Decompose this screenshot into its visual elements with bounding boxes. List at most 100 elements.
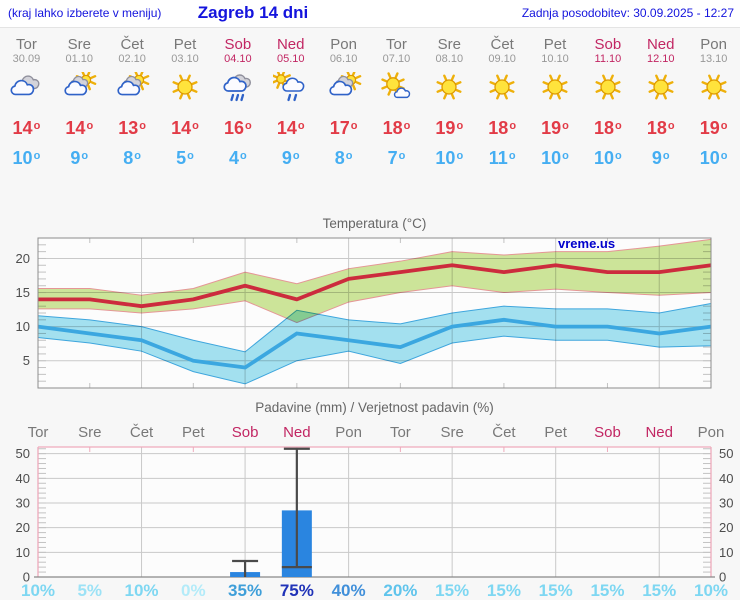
day-column[interactable]: Sob 04.10 16o 4o [211, 36, 264, 200]
sun-icon [687, 72, 740, 106]
sun-icon [423, 72, 476, 106]
high-temperature: 14o [276, 118, 305, 138]
low-temperature: 4o [228, 148, 247, 168]
svg-text:Tor: Tor [28, 424, 49, 441]
precipitation-chart: 0 0 10 10 20 20 30 30 40 40 50 50 Tor Sre Čet Pet Sob Ned… [16, 400, 734, 600]
svg-text:Čet: Čet [130, 424, 154, 441]
day-column[interactable]: Pet 03.10 14o 5o [159, 36, 212, 200]
svg-text:35%: 35% [228, 581, 262, 600]
day-date: 08.10 [435, 53, 464, 65]
day-date: 05.10 [276, 53, 305, 65]
degree-symbol: o [33, 120, 41, 132]
svg-text:Pet: Pet [544, 424, 567, 441]
day-column[interactable]: Sre 01.10 14o 9o [53, 36, 106, 200]
header: (kraj lahko izberete v meniju) Zagreb 14… [0, 0, 740, 28]
day-name: Sre [437, 36, 461, 53]
degree-symbol: o [667, 120, 675, 132]
high-temperature: 19o [435, 118, 464, 138]
degree-symbol: o [398, 150, 406, 162]
day-column[interactable]: Čet 02.10 13o 8o [106, 36, 159, 200]
day-date: 12.10 [646, 53, 675, 65]
svg-text:Tor: Tor [390, 424, 411, 441]
day-column[interactable]: Tor 07.10 18o 7o [370, 36, 423, 200]
low-temperature: 9o [651, 148, 670, 168]
high-temperature: 17o [329, 118, 358, 138]
svg-text:40: 40 [719, 471, 733, 486]
precip-probability-labels: 10% 5% 10% 0% 35% 75% 40% 20% 15% 15% 15% 15% 15% 10% [21, 581, 728, 600]
sun-icon [476, 72, 529, 106]
day-column[interactable]: Pon 06.10 17o 8o [317, 36, 370, 200]
day-name: Tor [16, 36, 37, 53]
degree-symbol: o [615, 150, 622, 162]
degree-symbol: o [720, 150, 728, 162]
day-date: 04.10 [224, 53, 252, 65]
day-name: Ned [646, 36, 675, 53]
day-name: Sob [224, 36, 252, 53]
svg-text:Sre: Sre [440, 424, 463, 441]
sun-icon [581, 72, 634, 106]
svg-text:15%: 15% [642, 581, 676, 600]
degree-symbol: o [134, 150, 142, 162]
svg-text:10%: 10% [125, 581, 159, 600]
high-temperature: 14o [171, 118, 199, 138]
sun-icon [529, 72, 582, 106]
degree-symbol: o [139, 120, 147, 132]
degree-symbol: o [81, 150, 89, 162]
degree-symbol: o [240, 150, 247, 162]
day-name: Sre [67, 36, 91, 53]
day-name: Pet [173, 36, 197, 53]
day-column[interactable]: Pon 13.10 19o 10o [687, 36, 740, 200]
precip-grid [38, 447, 711, 577]
day-column[interactable]: Sob 11.10 18o 10o [581, 36, 634, 200]
svg-text:30: 30 [16, 495, 30, 510]
svg-text:Padavine (mm) / Verjetnost pad: Padavine (mm) / Verjetnost padavin (%) [255, 400, 494, 415]
precip-bars [230, 447, 312, 577]
svg-text:30: 30 [719, 495, 733, 510]
degree-symbol: o [292, 150, 300, 162]
location-menu-hint[interactable]: (kraj lahko izberete v meniju) [8, 6, 162, 20]
day-column[interactable]: Ned 12.10 18o 9o [634, 36, 687, 200]
degree-symbol: o [456, 120, 464, 132]
degree-symbol: o [192, 120, 199, 132]
svg-text:20: 20 [16, 520, 30, 535]
svg-text:15%: 15% [487, 581, 521, 600]
high-temperature: 14o [65, 118, 94, 138]
svg-text:40%: 40% [332, 581, 366, 600]
high-temperature: 14o [12, 118, 41, 138]
degree-symbol: o [245, 120, 252, 132]
degree-symbol: o [403, 120, 411, 132]
svg-text:50: 50 [16, 446, 30, 461]
svg-text:10%: 10% [21, 581, 55, 600]
high-temperature: 18o [646, 118, 675, 138]
day-column[interactable]: Čet 09.10 18o 11o [476, 36, 529, 200]
day-column[interactable]: Ned 05.10 14o 9o [264, 36, 317, 200]
svg-text:10%: 10% [694, 581, 728, 600]
low-temperature: 9o [70, 148, 89, 168]
degree-symbol: o [86, 120, 94, 132]
svg-text:Ned: Ned [283, 424, 311, 441]
svg-text:15%: 15% [539, 581, 573, 600]
day-date: 02.10 [118, 53, 146, 65]
low-temperature: 10o [541, 148, 569, 168]
degree-symbol: o [562, 150, 569, 162]
svg-text:10: 10 [16, 319, 30, 334]
day-column[interactable]: Sre 08.10 19o 10o [423, 36, 476, 200]
sun-cloud-icon [53, 72, 106, 106]
day-column[interactable]: Pet 10.10 19o 10o [529, 36, 582, 200]
sun-cloud-icon [106, 72, 159, 106]
svg-text:Pon: Pon [335, 424, 362, 441]
high-temperature: 18o [594, 118, 622, 138]
sun-cloud-icon [317, 72, 370, 106]
svg-text:20: 20 [719, 520, 733, 535]
day-name: Pon [700, 36, 727, 53]
high-temperature: 19o [699, 118, 728, 138]
day-name: Pet [543, 36, 567, 53]
degree-symbol: o [345, 150, 353, 162]
day-column[interactable]: Tor 30.09 14o 10o [0, 36, 53, 200]
temperature-chart: 5 10 15 20 Temperatura (°C) vreme.us [16, 216, 712, 389]
degree-symbol: o [187, 150, 194, 162]
min-temperatura-line [37, 317, 712, 370]
forecast-table: Tor 30.09 14o 10o Sre 01.10 14o 9o Čet 0… [0, 28, 740, 200]
day-date: 06.10 [329, 53, 358, 65]
svg-text:40: 40 [16, 471, 30, 486]
